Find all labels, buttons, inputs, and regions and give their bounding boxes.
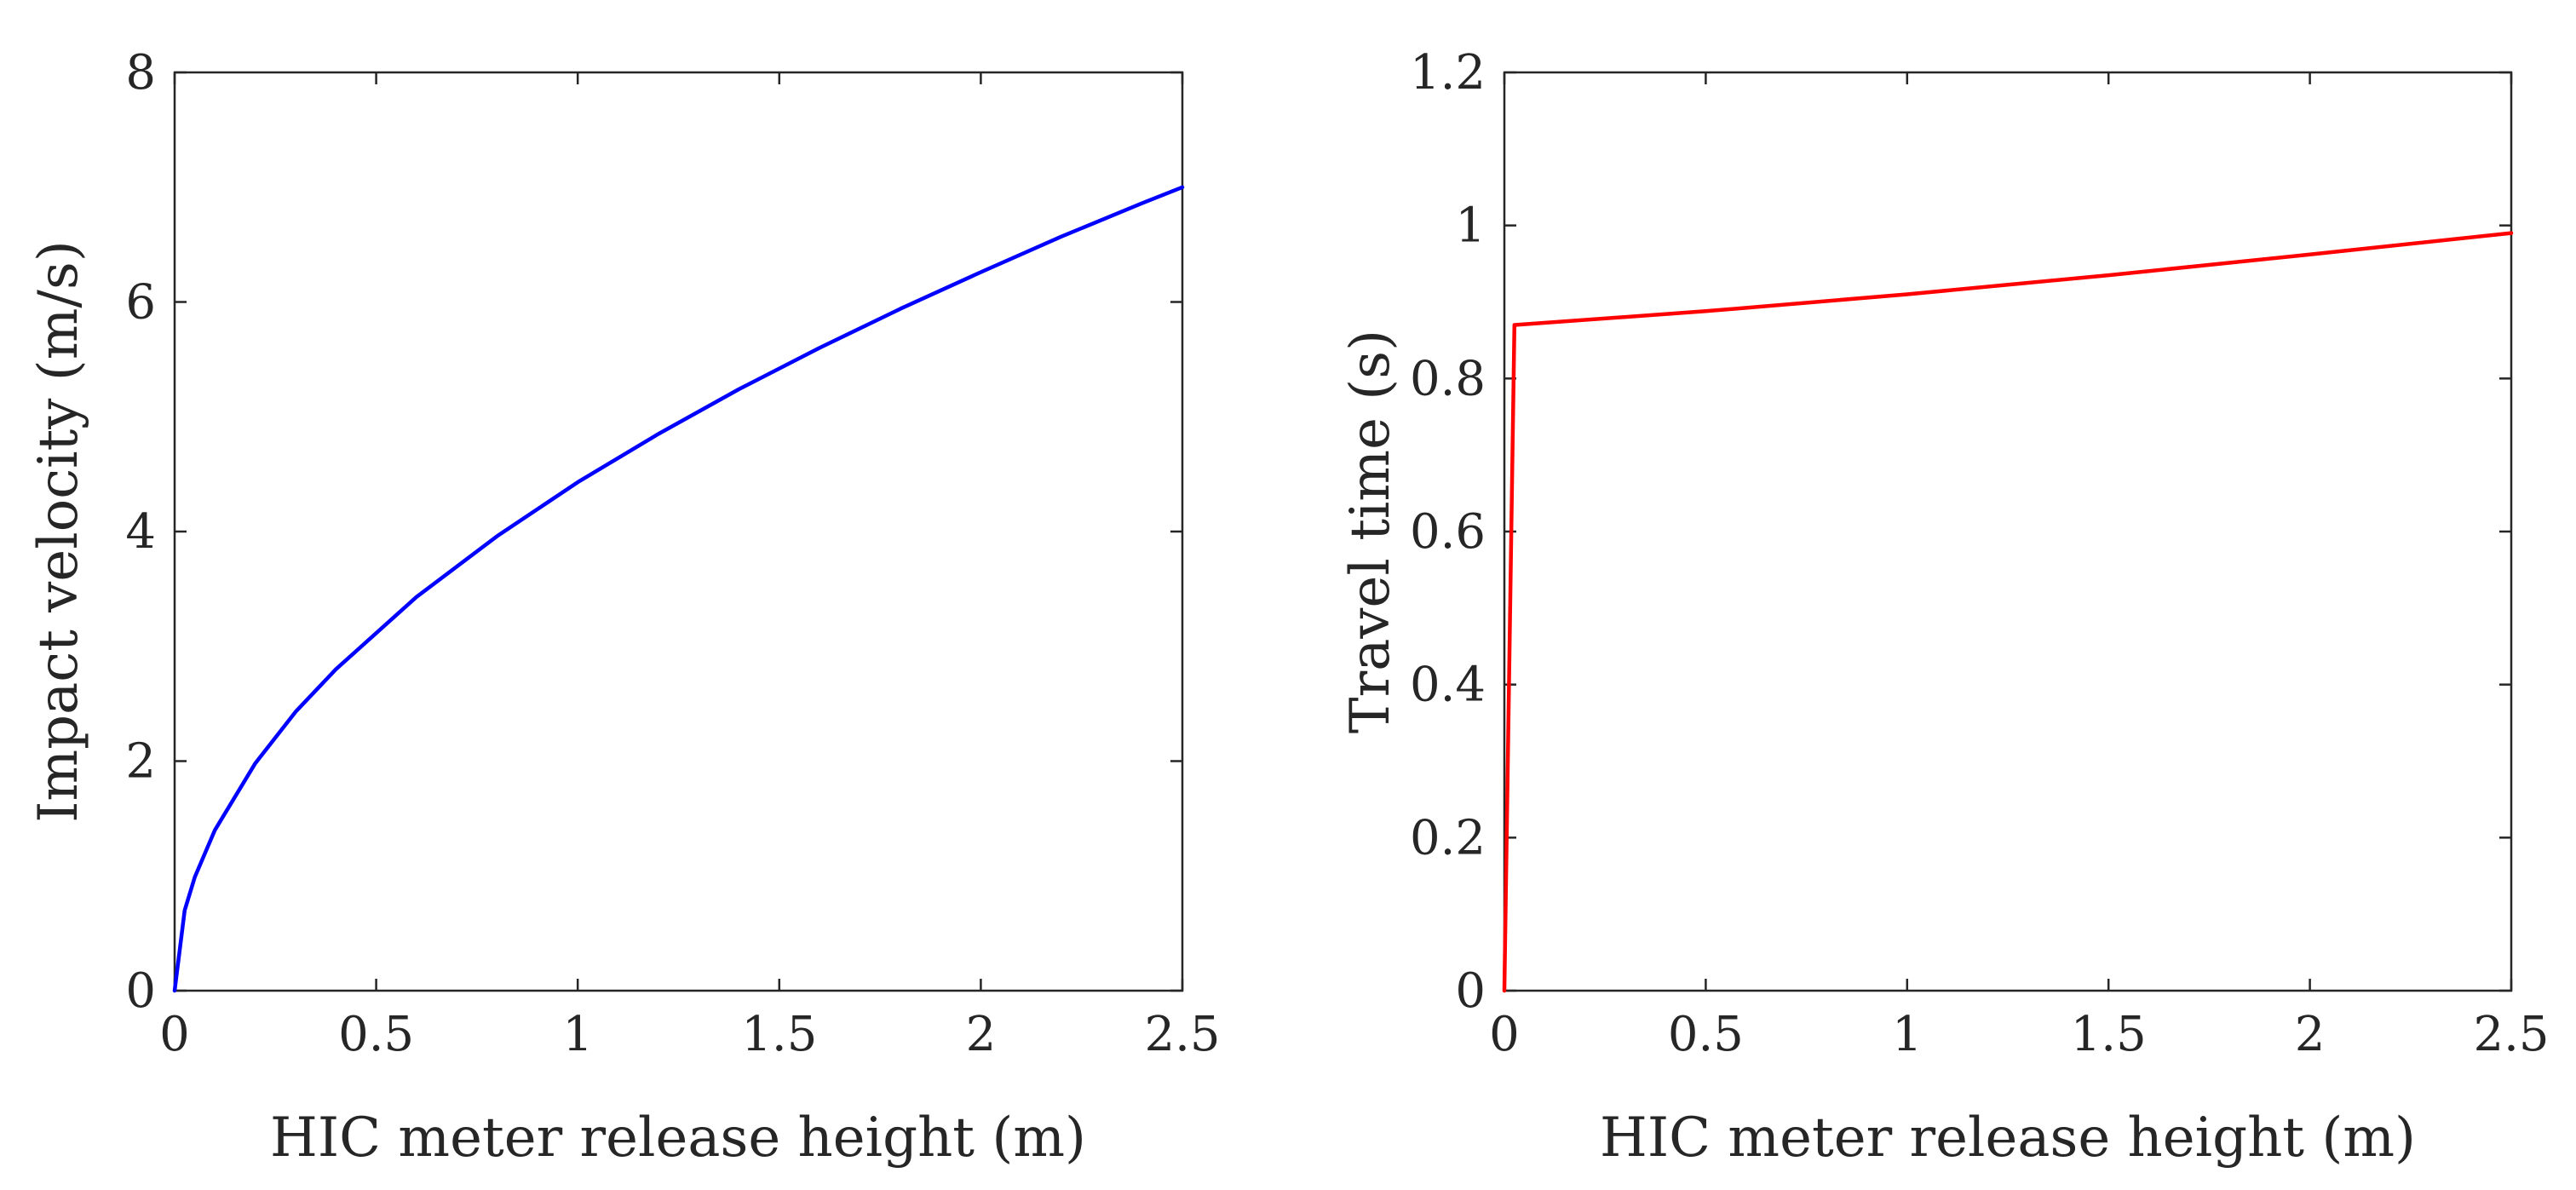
x-tick-label: 0 bbox=[159, 1007, 190, 1062]
y-tick-label: 0 bbox=[125, 963, 156, 1019]
axis-ticks: 0 0.5 1 1.5 2 2.5 0 2 4 6 8 bbox=[125, 45, 1220, 1062]
series-group bbox=[1502, 231, 2514, 993]
y-tick-label: 2 bbox=[125, 734, 156, 790]
x-tick-label: 2 bbox=[2295, 1007, 2326, 1062]
y-tick-label: 0.8 bbox=[1410, 351, 1486, 406]
x-tick-label: 2.5 bbox=[1144, 1007, 1220, 1062]
y-tick-label: 0.2 bbox=[1410, 810, 1486, 865]
travel-time-chart: 0 0.5 1 1.5 2 2.5 0 0.2 0.4 0.6 0.8 1 1.2 HIC meter … bbox=[1339, 45, 2550, 1170]
x-tick-label: 1.5 bbox=[2071, 1007, 2147, 1062]
y-tick-label: 0 bbox=[1455, 963, 1486, 1019]
x-axis-label: HIC meter release height (m) bbox=[270, 1107, 1086, 1170]
x-tick-label: 2.5 bbox=[2473, 1007, 2549, 1062]
y-tick-label: 0.4 bbox=[1410, 658, 1486, 713]
axis-ticks: 0 0.5 1 1.5 2 2.5 0 0.2 0.4 0.6 0.8 1 1.2 bbox=[1410, 45, 2550, 1062]
x-tick-label: 1.5 bbox=[741, 1007, 817, 1062]
x-tick-label: 1 bbox=[562, 1007, 593, 1062]
impact-velocity-chart: 0 0.5 1 1.5 2 2.5 0 2 4 6 8 HIC meter release heig… bbox=[27, 45, 1221, 1170]
y-tick-label: 0.6 bbox=[1410, 504, 1486, 560]
x-tick-label: 0.5 bbox=[1668, 1007, 1744, 1062]
plot-area bbox=[173, 71, 1184, 992]
y-axis-label: Impact velocity (m/s) bbox=[27, 240, 90, 823]
y-tick-label: 6 bbox=[125, 275, 156, 331]
x-tick-label: 0 bbox=[1489, 1007, 1520, 1062]
x-tick-label: 1 bbox=[1892, 1007, 1923, 1062]
plot-area bbox=[1503, 71, 2513, 992]
y-tick-label: 1 bbox=[1455, 198, 1486, 254]
x-axis-label: HIC meter release height (m) bbox=[1600, 1107, 2416, 1170]
series-line-1 bbox=[172, 185, 1185, 993]
y-tick-label: 4 bbox=[125, 504, 156, 560]
series-group bbox=[172, 185, 1185, 993]
series-line-1 bbox=[1502, 231, 2514, 993]
y-tick-label: 8 bbox=[125, 45, 156, 101]
y-axis-label: Travel time (s) bbox=[1339, 330, 1402, 733]
x-tick-label: 2 bbox=[966, 1007, 997, 1062]
y-tick-label: 1.2 bbox=[1410, 45, 1486, 101]
x-tick-label: 0.5 bbox=[338, 1007, 414, 1062]
